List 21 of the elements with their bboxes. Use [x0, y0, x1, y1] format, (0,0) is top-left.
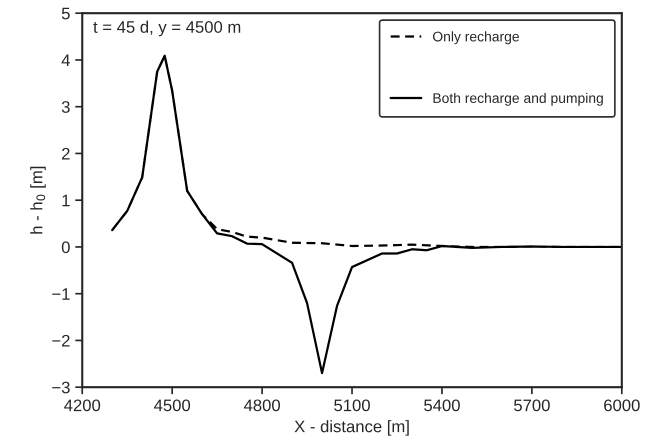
y-tick-label: −1: [52, 288, 70, 300]
y-tick-label: −3: [52, 382, 70, 394]
legend-label: Both recharge and pumping: [433, 92, 603, 106]
x-tick-label: 5100: [334, 399, 370, 412]
y-tick-label: 2: [62, 148, 70, 160]
x-tick-label: 6000: [604, 399, 640, 412]
x-tick-label: 5700: [514, 399, 550, 412]
x-tick-label: 4800: [244, 399, 280, 412]
legend-label: Only recharge: [433, 31, 519, 44]
y-axis-title: h - h$_{0}$ [m]: [30, 166, 46, 234]
y-tick-label: 4: [62, 54, 70, 66]
x-tick-label: 4200: [64, 399, 100, 412]
y-tick-label: 1: [62, 194, 70, 206]
y-tick-label: 3: [62, 101, 70, 113]
x-tick-label: 4500: [154, 399, 190, 412]
y-tick-label: 5: [62, 8, 70, 20]
y-tick-label: −2: [52, 334, 70, 346]
annotation: t = 45 d, y = 4500 m: [93, 20, 240, 36]
x-axis-title: X - distance [m]: [294, 420, 409, 436]
x-tick-label: 5400: [424, 399, 460, 412]
y-tick-label: 0: [62, 241, 70, 254]
